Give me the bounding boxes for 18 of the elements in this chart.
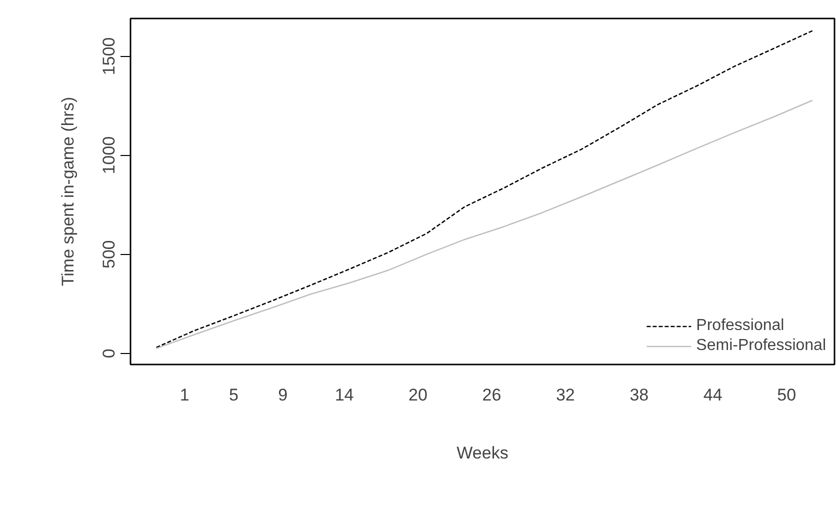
y-axis-title: Time spent in-game (hrs) xyxy=(58,96,78,286)
x-tick-label: 50 xyxy=(777,386,796,404)
x-tick-label: 1 xyxy=(180,386,190,404)
x-tick-label: 38 xyxy=(630,386,649,404)
x-tick-label: 26 xyxy=(482,386,502,404)
x-tick-label: 32 xyxy=(556,386,575,404)
y-tick-label: 500 xyxy=(100,240,118,268)
x-tick-label: 20 xyxy=(408,386,428,404)
legend-label: Professional xyxy=(696,317,784,335)
y-tick-label: 1500 xyxy=(100,37,118,76)
y-tick-label: 0 xyxy=(100,348,118,358)
legend-label: Semi-Professional xyxy=(696,337,826,355)
x-tick-label: 44 xyxy=(703,386,722,404)
x-axis-title: Weeks xyxy=(456,444,508,462)
y-tick-label: 1000 xyxy=(100,136,118,174)
x-tick-label: 14 xyxy=(334,386,354,404)
x-tick-label: 5 xyxy=(228,386,238,404)
x-tick-label: 9 xyxy=(278,386,288,404)
